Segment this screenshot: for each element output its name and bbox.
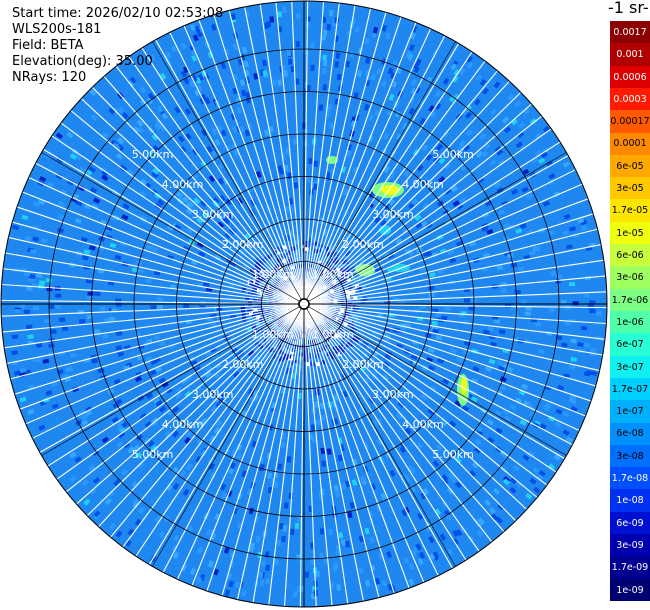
azimuth-grid: [1, 1, 607, 607]
colorbar-level: 6e-09: [610, 511, 650, 535]
colorbar-level: 1e-07: [610, 400, 650, 424]
colorbar-level: 1e-06: [610, 311, 650, 334]
elevation-label: Elevation(deg): 35.00: [12, 54, 153, 69]
colorbar-level: 1.7e-08: [610, 467, 650, 490]
colorbar: 0.0017 0.001 0.0006 0.0003 0.00017 0.0001 6e-0…: [610, 21, 650, 602]
colorbar-level: 6e-05: [610, 154, 650, 178]
colorbar-level: 1.7e-05: [610, 199, 650, 223]
range-ring-labels: 1.00km 1.00km 1.00km 1.00km 2.00km 2.00km 2.00…: [132, 148, 474, 461]
colorbar-level: 0.0006: [610, 65, 650, 89]
field-label: Field: BETA: [12, 38, 84, 53]
colorbar-level: 3e-09: [610, 534, 650, 557]
colorbar-level: 3e-07: [610, 355, 650, 379]
start-time-label: Start time: 2026/02/10 02:53:08: [12, 6, 224, 21]
colorbar-level: 1.7e-07: [610, 377, 650, 401]
range-ring-label: 4.00km: [402, 418, 444, 431]
colorbar-level: 6e-07: [610, 333, 650, 357]
colorbar-level: 0.001: [610, 43, 650, 67]
colorbar-level: 1e-05: [610, 221, 650, 245]
colorbar-level: 6e-06: [610, 244, 650, 267]
radar-center-marker: [298, 298, 310, 310]
colorbar-level: 0.00017: [610, 110, 650, 134]
colorbar-level: 0.0003: [610, 87, 650, 111]
range-ring-label: 3.00km: [372, 208, 414, 221]
range-ring-label: 1.00km: [312, 268, 354, 281]
range-ring-label: 5.00km: [132, 448, 174, 461]
colorbar-level: 3e-08: [610, 444, 650, 468]
colorbar-level: 3e-05: [610, 177, 650, 200]
range-ring-label: 2.00km: [342, 358, 384, 371]
range-rings: [0, 0, 608, 608]
range-ring-label: 2.00km: [342, 238, 384, 251]
range-ring-label: 4.00km: [402, 178, 444, 191]
range-ring-label: 3.00km: [372, 388, 414, 401]
range-ring-label: 2.00km: [222, 358, 264, 371]
range-ring-label: 4.00km: [162, 178, 204, 191]
colorbar-level: 0.0001: [610, 132, 650, 156]
ray-gaps: [1, 1, 607, 607]
instrument-label: WLS200s-181: [12, 22, 102, 37]
colorbar-level: 3e-06: [610, 266, 650, 290]
range-ring-label: 5.00km: [132, 148, 174, 161]
range-ring-label: 4.00km: [162, 418, 204, 431]
range-ring-label: 1.00km: [252, 328, 294, 341]
range-ring-label: 5.00km: [432, 448, 474, 461]
colorbar-level: 1e-09: [610, 578, 650, 602]
colorbar-level: 1e-08: [610, 489, 650, 513]
range-ring-label: 5.00km: [432, 148, 474, 161]
colorbar-title: -1 sr-1: [608, 0, 650, 17]
colorbar-level: 0.0017: [610, 21, 650, 44]
colorbar-level: 1.7e-09: [610, 556, 650, 580]
range-ring-label: 1.00km: [252, 268, 294, 281]
colorbar-level: 1.7e-06: [610, 288, 650, 312]
nrays-label: NRays: 120: [12, 70, 87, 85]
colorbar-level: 6e-08: [610, 422, 650, 446]
range-ring-label: 2.00km: [222, 238, 264, 251]
range-ring-label: 1.00km: [312, 328, 354, 341]
radar-ppi-display: 1.00km 1.00km 1.00km 1.00km 2.00km 2.00km 2.00…: [0, 0, 608, 608]
range-ring-label: 3.00km: [192, 208, 234, 221]
range-ring-label: 3.00km: [192, 388, 234, 401]
